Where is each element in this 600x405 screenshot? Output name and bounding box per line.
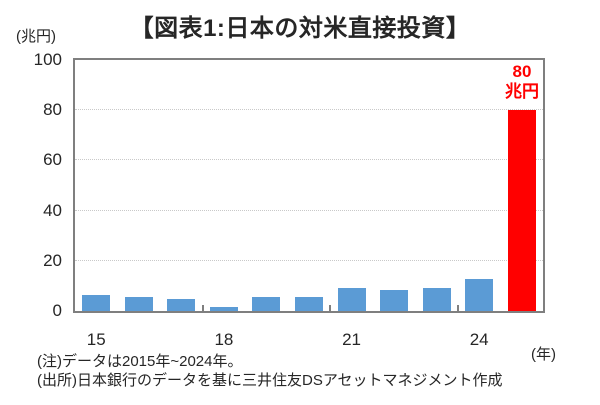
- x-axis-tick: [456, 305, 459, 311]
- y-tick-label-0: 0: [52, 301, 62, 320]
- x-axis-unit-label: (年): [531, 346, 556, 363]
- source-line: (出所)日本銀行のデータを基に三井住友DSアセットマネジメント作成: [37, 372, 503, 389]
- x-tick-label-15: 15: [86, 330, 106, 349]
- y-tick-label-80: 80: [43, 100, 62, 120]
- note-line: (注)データは2015年~2024年。: [37, 353, 243, 370]
- bar-2023: [422, 287, 451, 311]
- footnotes: (注)データは2015年~2024年。 (出所)日本銀行のデータを基に三井住友D…: [37, 352, 503, 390]
- gridline-60: [75, 159, 543, 161]
- highlight-bar: [507, 110, 536, 311]
- highlight-unit: 兆円: [505, 82, 539, 101]
- x-tick-label-24: 24: [469, 330, 489, 349]
- x-axis-tick: [201, 305, 204, 311]
- gridline-40: [75, 209, 543, 211]
- bar-2018: [209, 306, 238, 311]
- bar-2019: [252, 297, 281, 311]
- bar-2020: [295, 296, 323, 311]
- bar-2024: [465, 279, 494, 311]
- y-tick-label-100: 100: [33, 50, 62, 69]
- x-tick-label-18: 18: [214, 330, 234, 349]
- bar-2015: [82, 295, 111, 311]
- x-tick-label-21: 21: [342, 330, 361, 349]
- bar-2021: [337, 288, 366, 311]
- bar-2017: [167, 298, 196, 311]
- gridline-80: [75, 109, 543, 111]
- gridline-20: [75, 259, 543, 261]
- y-tick-label-20: 20: [43, 250, 62, 270]
- y-tick-label-60: 60: [43, 150, 62, 170]
- y-tick-label-40: 40: [43, 200, 62, 220]
- y-axis-unit-label: (兆円): [16, 28, 56, 45]
- bar-2022: [380, 289, 409, 311]
- chart-title: 【図表1:日本の対米直接投資】: [129, 15, 471, 42]
- highlight-value: 80: [512, 62, 532, 81]
- highlight-value-label: 80 兆円: [482, 62, 562, 102]
- x-axis-tick: [329, 305, 332, 311]
- plot-area: [73, 58, 545, 313]
- bar-2016: [124, 297, 153, 311]
